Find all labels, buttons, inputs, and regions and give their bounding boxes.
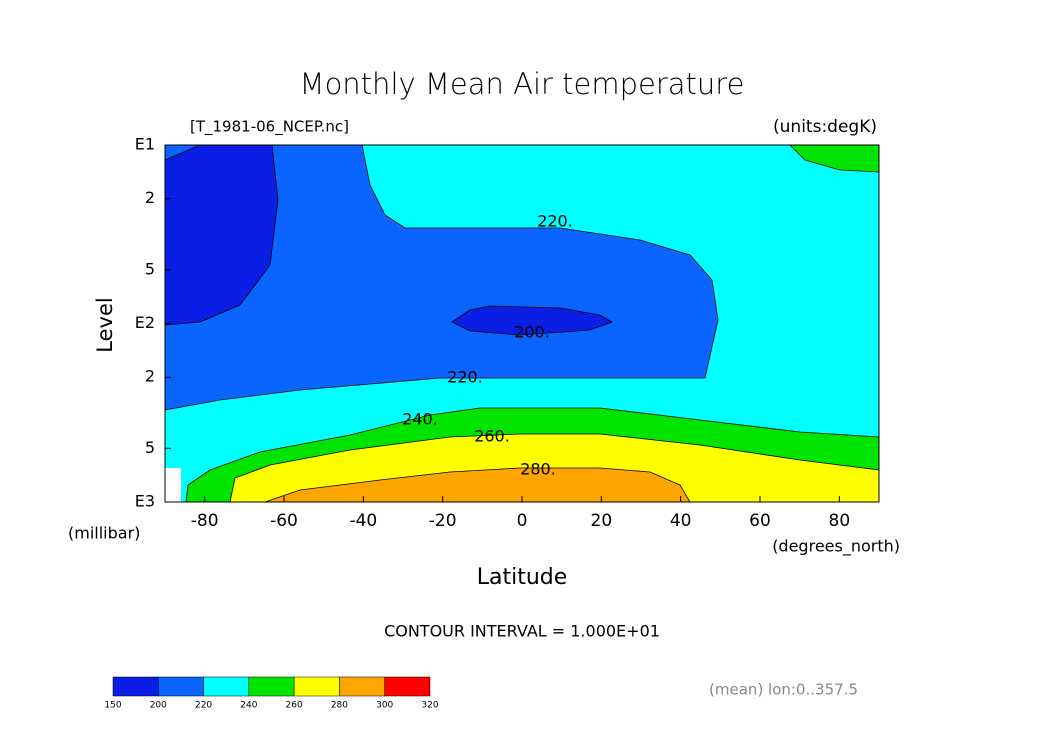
- y-tick-label: E2: [135, 313, 155, 332]
- contour-label: 240.: [402, 410, 438, 429]
- x-axis-label: Latitude: [477, 565, 568, 590]
- x-tick-label: 60: [749, 511, 771, 531]
- colorbar-swatch: [384, 676, 431, 697]
- colorbar-label: 320: [421, 701, 438, 711]
- colorbar-swatch: [158, 676, 204, 697]
- colorbar-swatch: [293, 676, 340, 697]
- colorbar-label: 150: [104, 701, 121, 711]
- missing-data: [165, 468, 181, 502]
- y-tick-label: 5: [145, 438, 155, 457]
- x-tick-label: 80: [829, 511, 851, 531]
- colorbar-swatch: [112, 676, 159, 697]
- contour-region: [451, 305, 613, 336]
- y-units: (millibar): [68, 524, 140, 543]
- x-tick-label: -80: [191, 511, 219, 531]
- contour-label: 220.: [537, 212, 573, 231]
- colorbar-label: 260: [286, 701, 303, 711]
- colorbar-swatch: [248, 676, 295, 697]
- x-tick-label: -40: [349, 511, 377, 531]
- contour-label: 200.: [514, 323, 550, 342]
- x-tick-label: -60: [270, 511, 298, 531]
- y-tick-label: E3: [135, 492, 155, 511]
- contour-label: 280.: [520, 460, 556, 479]
- colorbar-label: 300: [376, 701, 393, 711]
- plot-area: 220. 200. 220. 240. 260. 280.: [164, 144, 880, 503]
- colorbar-label: 240: [240, 701, 257, 711]
- contour-interval: CONTOUR INTERVAL = 1.000E+01: [384, 622, 660, 641]
- y-tick-label: E1: [135, 135, 155, 154]
- colorbar-swatch: [339, 676, 385, 697]
- colorbar-swatch: [203, 676, 250, 697]
- contour-label: 260.: [474, 427, 510, 446]
- contour-region: [264, 467, 691, 503]
- x-tick-label: 40: [670, 511, 692, 531]
- units-label: (units:degK): [773, 117, 877, 137]
- x-tick-label: -20: [429, 511, 457, 531]
- footnote: (mean) lon:0..357.5: [709, 681, 858, 699]
- contour-label: 220.: [447, 368, 483, 387]
- file-label: [T_1981-06_NCEP.nc]: [190, 118, 349, 137]
- colorbar-label: 280: [331, 701, 348, 711]
- y-axis-label: Level: [93, 297, 117, 352]
- y-tick-label: 2: [145, 367, 155, 386]
- x-tick-label: 0: [517, 511, 528, 531]
- colorbar-label: 200: [150, 701, 167, 711]
- x-tick-label: 20: [591, 511, 613, 531]
- chart-title: Monthly Mean Air temperature: [300, 67, 745, 101]
- y-tick-label: 5: [145, 259, 155, 278]
- x-units: (degrees_north): [772, 537, 900, 557]
- y-tick-label: 2: [145, 188, 155, 207]
- colorbar-label: 220: [195, 701, 212, 711]
- contour-region: [164, 144, 719, 411]
